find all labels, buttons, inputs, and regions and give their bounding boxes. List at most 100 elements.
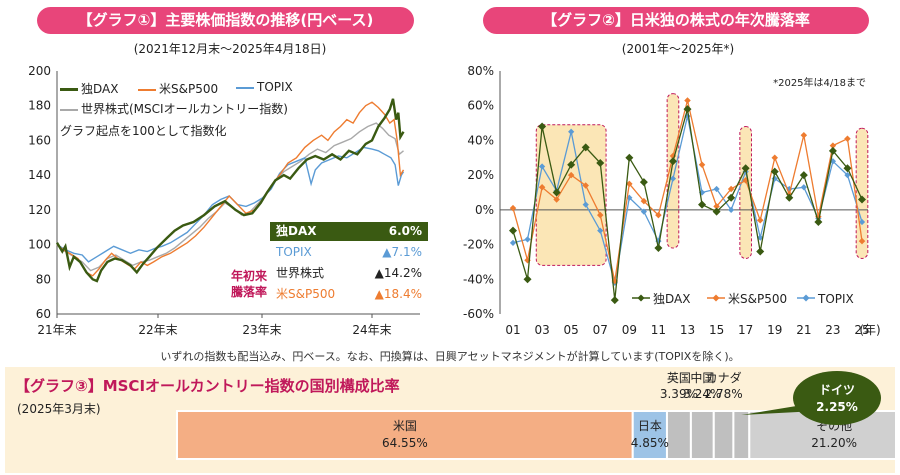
- graph3-panel: 【グラフ③】MSCIオールカントリー指数の国別構成比率 (2025年3月末) 米…: [5, 367, 895, 473]
- x-tick-label: 09: [622, 323, 637, 337]
- data-point: [741, 164, 750, 173]
- data-point: [814, 218, 823, 227]
- legend-item: 独DAX: [60, 80, 118, 97]
- y-tick-label: 40%: [467, 133, 494, 147]
- data-point: [698, 161, 706, 168]
- y-tick-label: 0%: [475, 203, 494, 217]
- x-tick-label: 24年末: [352, 323, 391, 337]
- y-tick-label: 60%: [467, 99, 494, 113]
- y-tick-label: 120: [28, 203, 51, 217]
- segment-label: 米国: [393, 419, 417, 433]
- legend-label: 世界株式(MSCIオールカントリー指数): [81, 102, 288, 116]
- legend-label: 米S&P500: [159, 82, 219, 96]
- ytd-value: ▲7.1%: [382, 245, 422, 259]
- ytd-name: 独DAX: [276, 224, 317, 238]
- data-point: [654, 244, 663, 253]
- graph3-title: 【グラフ③】MSCIオールカントリー指数の国別構成比率: [15, 377, 400, 395]
- legend-label: 独DAX: [653, 292, 690, 306]
- y-tick-label: -20%: [463, 238, 494, 252]
- legend-marker: [637, 294, 645, 302]
- highlight-box: [855, 127, 869, 259]
- data-point: [858, 237, 866, 245]
- chart1-legend: 独DAX 米S&P500 TOPIX 世界株式(MSCIオールカントリー指数) グラフ起…: [60, 80, 293, 142]
- x-tick-label: 19: [767, 323, 782, 337]
- highlight-box: [739, 126, 752, 259]
- data-point: [800, 184, 807, 191]
- data-point: [727, 185, 735, 193]
- data-point: [581, 143, 590, 152]
- bar-segment: [732, 410, 751, 460]
- y-tick-label: -60%: [463, 307, 494, 321]
- x-tick-label: 15: [709, 323, 724, 337]
- y-tick-label: 200: [28, 64, 51, 78]
- ytd-name: 世界株式: [276, 266, 325, 280]
- data-point: [625, 153, 634, 162]
- series-line-1: [56, 101, 405, 277]
- segment-label: 中国: [690, 370, 714, 385]
- chart2-plot: -60% -40% -20% 0% 20% 40% 60% 80% 01 03 05 07 09 11 13…: [463, 64, 881, 337]
- y-tick-label: 100: [28, 238, 51, 252]
- data-point: [639, 178, 648, 187]
- data-point: [713, 203, 720, 210]
- bar-segment: [665, 410, 692, 460]
- legend-swatch: [60, 108, 78, 111]
- x-tick-label: 22年末: [138, 323, 177, 337]
- x-tick-label: 23: [825, 323, 840, 337]
- data-point: [640, 197, 648, 205]
- series-line-2: [56, 146, 405, 263]
- x-tick-label: 25: [854, 323, 869, 337]
- y-tick-label: 20%: [467, 168, 494, 182]
- segment-value: 64.55%: [382, 436, 428, 450]
- data-point: [610, 296, 619, 305]
- ytd-row: 独DAX 6.0%: [270, 222, 428, 242]
- legend-marker: [712, 294, 720, 302]
- graph3-bar: 米国64.55%日本4.85%英国3.39%中国3.24%カナダ2.78%その他…: [176, 370, 895, 460]
- legend-swatch: [60, 88, 78, 91]
- footnote: いずれの指数も配当込み、円ベース。なお、円換算は、日興アセットマネジメントが計算…: [160, 350, 740, 363]
- data-point: [712, 207, 721, 216]
- data-point: [683, 105, 692, 114]
- series-line-0: [55, 98, 405, 283]
- data-point: [698, 200, 707, 209]
- data-point: [756, 217, 764, 224]
- data-point: [523, 275, 532, 284]
- segment-value: 4.85%: [631, 436, 669, 450]
- data-point: [538, 122, 547, 131]
- x-tick-label: 07: [593, 323, 608, 337]
- legend-label: 独DAX: [81, 82, 119, 96]
- data-point: [509, 226, 517, 235]
- data-point: [596, 158, 605, 167]
- x-tick-label: 05: [564, 323, 579, 337]
- y-tick-label: 80%: [467, 64, 494, 78]
- ytd-row: 世界株式 ▲14.2%: [270, 264, 428, 284]
- x-tick-label: 11: [651, 323, 666, 337]
- segment-value: 3.24%: [683, 387, 721, 401]
- data-point: [771, 154, 779, 162]
- chart1-ytd-box: 独DAX 6.0% TOPIX ▲7.1% 世界株式 ▲14.2% 米S&P500 ▲18.4…: [270, 222, 430, 306]
- data-point: [684, 97, 691, 104]
- chart1-title: 【グラフ①】主要株価指数の推移(円ベース): [37, 7, 414, 34]
- ytd-value: ▲14.2%: [374, 266, 422, 280]
- chart2-subtitle: (2001年～2025年*): [621, 42, 735, 56]
- x-tick-label: 13: [680, 323, 695, 337]
- x-tick-label: 21年末: [37, 323, 76, 337]
- segment-value: 2.78%: [705, 387, 743, 401]
- ytd-title: 年初来 騰落率: [230, 269, 267, 299]
- data-point: [509, 204, 517, 212]
- x-tick-label: 21: [796, 323, 811, 337]
- y-tick-label: 140: [28, 168, 51, 182]
- data-point: [844, 135, 851, 142]
- data-point: [828, 146, 837, 155]
- legend-item: TOPIX: [236, 80, 293, 94]
- y-tick-label: 60: [36, 307, 51, 321]
- y-tick-label: 180: [28, 99, 51, 113]
- legend-label: TOPIX: [257, 80, 293, 94]
- data-point: [524, 236, 531, 243]
- legend-marker: [802, 294, 810, 302]
- ytd-name: 米S&P500: [276, 287, 336, 301]
- data-point: [552, 188, 561, 197]
- data-point: [858, 195, 866, 204]
- y-tick-label: 160: [28, 133, 51, 147]
- ytd-name: TOPIX: [276, 245, 312, 259]
